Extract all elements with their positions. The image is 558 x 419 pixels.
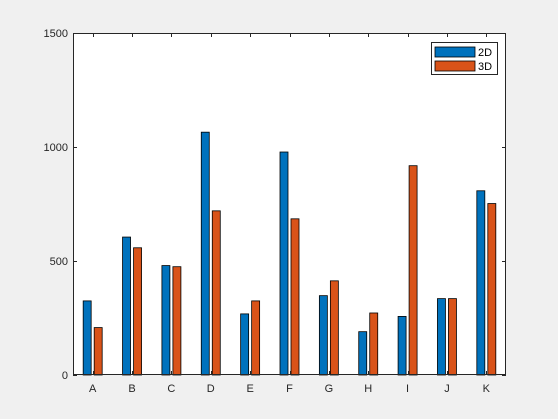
bar-2d-f	[279, 151, 289, 376]
bar-3d-i	[408, 165, 418, 376]
y-tick-label: 1500	[44, 28, 68, 40]
bar-2d-b	[122, 236, 131, 376]
x-tick-label: H	[364, 383, 372, 395]
bar-2d-c	[161, 265, 171, 376]
plot-area	[73, 33, 506, 375]
x-tick-label: D	[207, 383, 215, 395]
x-tick-label: C	[167, 383, 175, 395]
bar-3d-b	[133, 247, 142, 376]
bar-3d-a	[93, 327, 103, 376]
axes-box	[73, 33, 506, 375]
x-axis: A B C D E F G H I J K	[89, 33, 491, 395]
x-tick-label: E	[246, 383, 253, 395]
x-tick-label: G	[325, 383, 334, 395]
bar-3d-k	[487, 203, 497, 376]
x-tick-label: A	[89, 383, 97, 395]
x-tick-label: J	[444, 383, 450, 395]
x-tick-label: I	[406, 383, 409, 395]
bar-2d-h	[358, 331, 368, 376]
legend-label-2d: 2D	[478, 47, 492, 59]
x-tick-label: F	[286, 383, 293, 395]
bar-2d-i	[397, 316, 407, 376]
bar-3d-j	[448, 298, 457, 376]
bar-3d-e	[251, 300, 261, 376]
y-tick-label: 500	[50, 256, 68, 268]
x-tick-label: K	[483, 383, 491, 395]
bar-2d-k	[476, 190, 486, 376]
y-axis: 0 500 1000 1500	[44, 28, 506, 382]
legend-label-3d: 3D	[478, 61, 492, 73]
bar-2d-j	[437, 298, 446, 376]
bar-2d-g	[318, 295, 328, 376]
bar-3d-d	[211, 210, 221, 376]
legend-swatch-2d	[434, 46, 476, 58]
bar-2d-a	[82, 300, 92, 376]
bar-3d-c	[172, 266, 182, 376]
bar-3d-h	[369, 312, 379, 376]
bar-3d-g	[329, 280, 339, 376]
x-tick-label: B	[128, 383, 135, 395]
y-tick-label: 0	[62, 370, 68, 382]
y-tick-label: 1000	[44, 142, 68, 154]
bar-3d-f	[290, 218, 300, 376]
legend[interactable]: 2D 3D	[431, 42, 498, 75]
bar-2d-d	[200, 131, 210, 376]
legend-swatch-3d	[434, 60, 476, 72]
bar-2d-e	[240, 313, 250, 376]
